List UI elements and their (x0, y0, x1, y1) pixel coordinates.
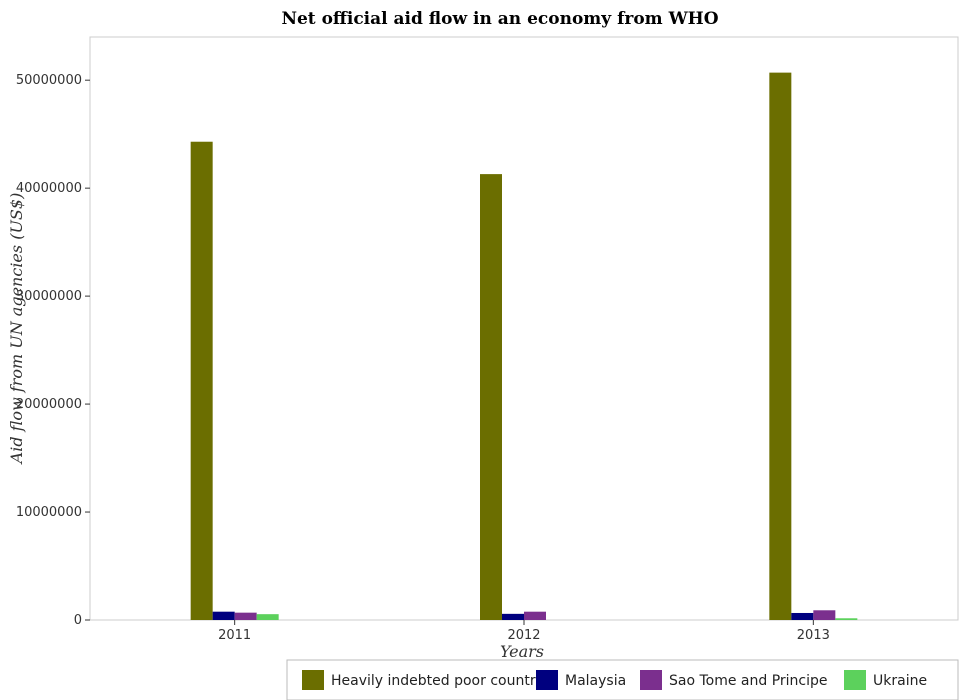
legend-label: Ukraine (873, 673, 927, 689)
bar-ukraine-2013 (835, 618, 858, 620)
legend-swatch (536, 670, 558, 690)
bar-ukraine-2011 (256, 614, 279, 620)
bar-heavily-indebted-poor-countries-2011 (190, 141, 213, 621)
bar-heavily-indebted-poor-countries-2012 (480, 174, 502, 620)
plot-area (89, 36, 959, 621)
y-tick-label: 40000000 (16, 181, 82, 196)
y-tick-label: 50000000 (16, 73, 82, 88)
y-axis: 0 10000000 20000000 30000000 40000000 5000000… (16, 73, 90, 628)
bar-sao-tome-and-principe-2013 (813, 610, 836, 620)
bar-heavily-indebted-poor-countries-2013 (769, 72, 792, 620)
y-tick-label: 0 (74, 613, 82, 628)
legend-label: Heavily indebted poor countries (331, 673, 555, 689)
bar-malaysia-2013 (791, 612, 814, 620)
y-tick-label: 10000000 (16, 505, 82, 520)
legend-swatch (844, 670, 866, 690)
x-tick-label: 2012 (507, 628, 540, 643)
bar-sao-tome-and-principe-2012 (524, 611, 546, 620)
chart-title: Net official aid flow in an economy from… (281, 9, 718, 29)
bar-sao-tome-and-principe-2011 (234, 612, 257, 620)
x-axis-label: Years (500, 642, 544, 661)
bar-malaysia-2011 (212, 611, 235, 620)
x-tick-label: 2011 (218, 628, 251, 643)
bar-malaysia-2012 (502, 613, 524, 620)
y-axis-label: Aid flow from UN agencies (US$) (7, 193, 26, 466)
y-tick-label: 20000000 (16, 397, 82, 412)
legend-label: Sao Tome and Principe (669, 673, 828, 689)
bars (190, 72, 858, 621)
y-tick-label: 30000000 (16, 289, 82, 304)
x-tick-label: 2013 (797, 628, 830, 643)
x-axis: 2011 2012 2013 (218, 620, 830, 643)
legend: Heavily indebted poor countries Malaysia S… (286, 659, 959, 700)
legend-swatch (302, 670, 324, 690)
legend-label: Malaysia (565, 673, 626, 689)
legend-swatch (640, 670, 662, 690)
